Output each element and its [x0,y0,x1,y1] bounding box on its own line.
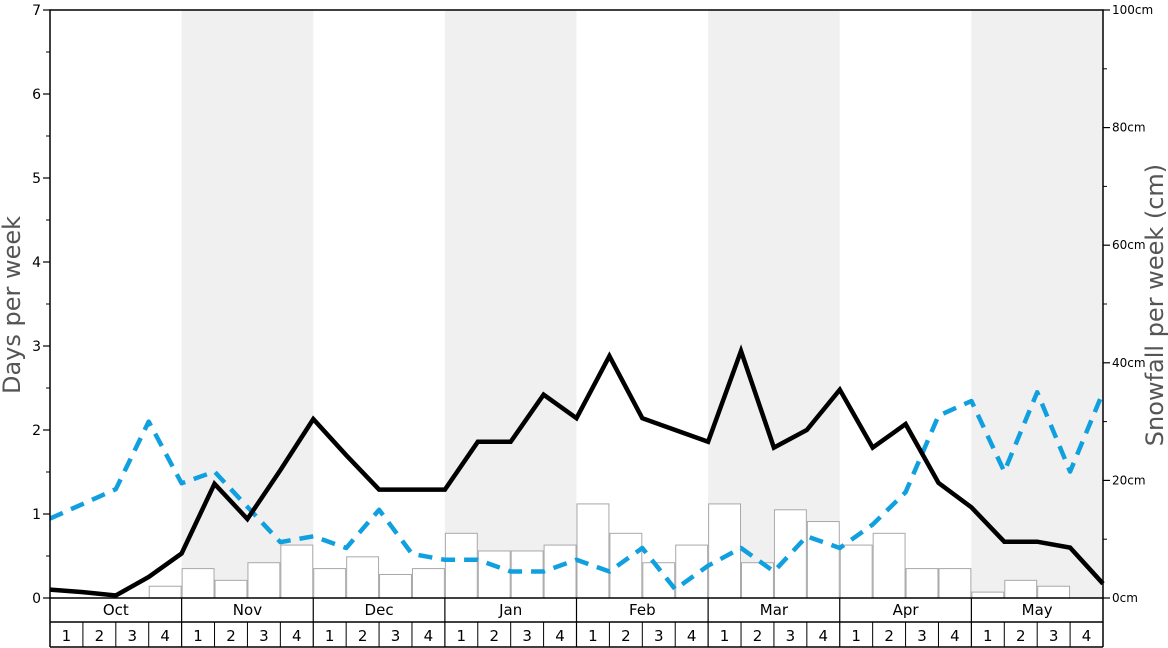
snowfall-bar [379,573,412,599]
left-tick-label: 1 [32,507,41,523]
right-tick-label: 20cm [1112,473,1146,487]
right-axis: 0cm 20cm 40cm 60cm 80cm 100cm [1103,3,1153,605]
week-label: 1 [325,627,335,645]
snowfall-bar [543,544,577,599]
snowfall-bar [247,562,281,599]
snowfall-bar [971,591,1005,599]
month-label: May [1022,601,1053,619]
right-axis-label: Snowfall per week (cm) [1141,164,1168,446]
snowfall-bar [181,568,215,599]
month-band [708,10,840,598]
left-tick-label: 5 [32,171,41,187]
right-tick-label: 60cm [1112,238,1146,252]
week-label: 2 [753,627,763,645]
month-band [971,10,1103,598]
left-tick-label: 4 [32,255,41,271]
month-label: Dec [365,601,394,619]
week-label: 2 [489,627,499,645]
snowfall-bar [214,579,248,599]
week-label: 2 [95,627,105,645]
snowfall-bar [872,532,906,599]
week-label: 4 [819,627,829,645]
week-label: 4 [687,627,697,645]
week-label: 1 [62,627,72,645]
snowfall-bar [313,568,347,599]
week-label: 3 [1049,627,1059,645]
chart-lines [49,344,1106,598]
week-label: 4 [292,627,302,645]
left-tick-label: 6 [32,87,41,103]
week-label: 1 [588,627,598,645]
month-shading-bands [181,10,1103,598]
left-tick-label: 7 [32,3,41,19]
snowfall-bar [576,503,610,599]
week-label: 3 [127,627,137,645]
snowfall-bar [708,503,742,599]
left-axis-label: Days per week [0,216,26,394]
snowfall-bar [148,585,182,599]
week-label: 2 [358,627,368,645]
week-label: 1 [983,627,993,645]
week-label: 2 [1016,627,1026,645]
week-label: 4 [1082,627,1092,645]
snowfall-bar [510,550,544,599]
left-tick-label: 0 [32,591,41,607]
week-label: 2 [884,627,894,645]
snowfall-bar [773,509,807,599]
left-tick-label: 2 [32,423,41,439]
right-tick-label: 80cm [1112,121,1146,135]
week-label: 1 [193,627,203,645]
snowfall-bar [905,568,939,599]
week-label: 4 [160,627,170,645]
snowfall-dashed-line [49,389,1106,592]
week-label: 4 [950,627,960,645]
week-label: 1 [720,627,730,645]
left-tick-label: 3 [32,339,41,355]
month-band [181,10,314,598]
month-label: Mar [760,601,789,619]
snowfall-bar [444,532,478,599]
snowfall-bar [938,568,972,599]
snowfall-bar [411,568,445,599]
month-label: Apr [893,601,920,619]
snowfall-bar [1037,585,1071,599]
week-label: 4 [424,627,434,645]
month-band [444,10,577,598]
week-label: 3 [654,627,664,645]
right-tick-label: 40cm [1112,356,1146,370]
week-label: 3 [259,627,269,645]
week-label: 3 [522,627,532,645]
week-label-row: 1 2 3 4 1 2 3 4 1 2 3 4 1 2 3 4 1 2 3 4 1 2 3 4 1 2 3 4 1 2 3 4 [50,622,1103,648]
snowfall-bar [280,544,314,599]
month-label-row: Oct Nov Dec Jan Feb Mar Apr May [49,598,1104,647]
snowfall-bar [346,556,380,599]
right-tick-label: 0cm [1112,591,1138,605]
snowfall-bar [839,544,873,599]
days-solid-line [49,344,1105,598]
left-axis: 0 1 2 3 4 5 6 7 [32,3,50,607]
month-label: Nov [233,601,262,619]
snowfall-bar [1004,579,1038,599]
week-label: 3 [786,627,796,645]
right-tick-label: 100cm [1112,3,1153,17]
month-label: Feb [629,601,656,619]
month-label: Oct [103,601,129,619]
week-label: 1 [851,627,861,645]
snowfall-bars [148,503,1071,599]
week-label: 3 [391,627,401,645]
week-label: 2 [226,627,236,645]
week-label: 1 [457,627,467,645]
month-label: Jan [498,601,522,619]
week-label: 2 [621,627,631,645]
snowfall-bar [477,550,511,599]
week-label: 3 [917,627,927,645]
snowfall-bar [609,532,643,599]
snowfall-bar [806,521,840,599]
week-label: 4 [555,627,565,645]
